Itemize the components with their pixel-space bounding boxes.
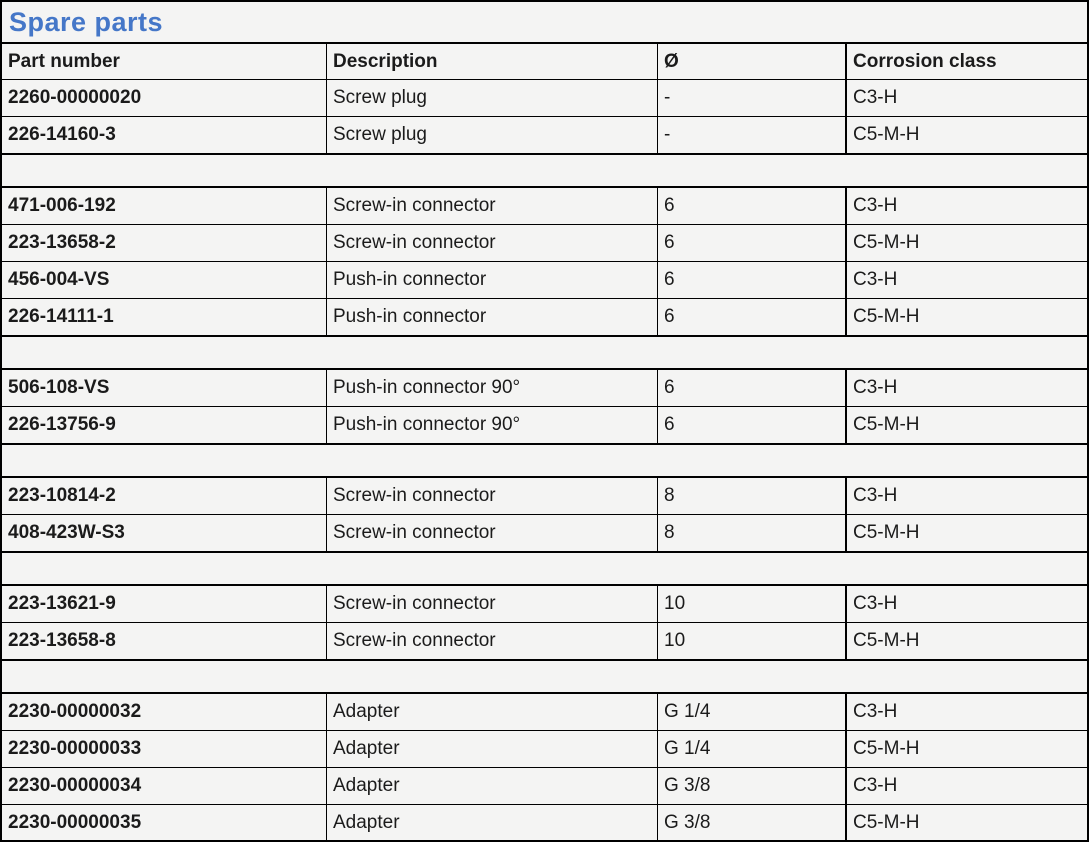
description-cell: Screw-in connector: [326, 623, 657, 659]
part-number-cell: 2230-00000034: [8, 775, 142, 796]
column-header-description: Description: [326, 44, 657, 79]
corrosion-class-cell: C3-H: [845, 586, 1087, 622]
table-row: 408-423W-S3 Screw-in connector 8 C5-M-H: [2, 514, 1087, 551]
part-number-cell: 223-13658-2: [8, 232, 116, 253]
part-number-cell: 226-13756-9: [8, 414, 116, 435]
page-title: Spare parts: [2, 2, 1087, 44]
table-row: 223-13658-8 Screw-in connector 10 C5-M-H: [2, 622, 1087, 659]
corrosion-class-cell: C3-H: [845, 188, 1087, 224]
part-number-cell: 223-10814-2: [8, 485, 116, 506]
section-spacer: [2, 553, 1087, 584]
corrosion-class-cell: C5-M-H: [845, 225, 1087, 261]
corrosion-class-cell: C3-H: [845, 262, 1087, 298]
part-number-cell: 223-13658-8: [8, 630, 116, 651]
corrosion-class-cell: C3-H: [845, 80, 1087, 116]
corrosion-class-cell: C5-M-H: [845, 407, 1087, 443]
table-body: 2260-00000020 Screw plug - C3-H 226-1416…: [2, 80, 1087, 840]
corrosion-class-cell: C3-H: [845, 478, 1087, 514]
table-section: 506-108-VS Push-in connector 90° 6 C3-H …: [2, 368, 1087, 445]
part-number-cell: 2230-00000033: [8, 738, 142, 759]
corrosion-class-cell: C3-H: [845, 694, 1087, 730]
description-cell: Push-in connector: [326, 299, 657, 335]
table-row: 2230-00000034 Adapter G 3/8 C3-H: [2, 767, 1087, 804]
corrosion-class-cell: C5-M-H: [845, 299, 1087, 335]
diameter-cell: 6: [657, 299, 845, 335]
part-number-cell: 226-14160-3: [8, 124, 116, 145]
diameter-cell: 6: [657, 262, 845, 298]
table-section: 2260-00000020 Screw plug - C3-H 226-1416…: [2, 80, 1087, 155]
table-row: 226-14111-1 Push-in connector 6 C5-M-H: [2, 298, 1087, 335]
description-cell: Push-in connector 90°: [326, 370, 657, 406]
diameter-cell: -: [657, 117, 845, 153]
diameter-cell: G 3/8: [657, 805, 845, 840]
table-row: 456-004-VS Push-in connector 6 C3-H: [2, 261, 1087, 298]
diameter-cell: G 1/4: [657, 731, 845, 767]
corrosion-class-cell: C5-M-H: [845, 731, 1087, 767]
corrosion-class-cell: C5-M-H: [845, 623, 1087, 659]
corrosion-class-cell: C5-M-H: [845, 805, 1087, 840]
corrosion-class-cell: C3-H: [845, 768, 1087, 804]
section-spacer: [2, 155, 1087, 186]
description-cell: Screw-in connector: [326, 188, 657, 224]
table-row: 506-108-VS Push-in connector 90° 6 C3-H: [2, 370, 1087, 406]
description-cell: Adapter: [326, 731, 657, 767]
description-cell: Adapter: [326, 768, 657, 804]
description-cell: Screw-in connector: [326, 225, 657, 261]
part-number-cell: 408-423W-S3: [8, 522, 125, 543]
table-row: 471-006-192 Screw-in connector 6 C3-H: [2, 188, 1087, 224]
section-spacer: [2, 337, 1087, 368]
corrosion-class-cell: C5-M-H: [845, 117, 1087, 153]
description-cell: Adapter: [326, 694, 657, 730]
table-row: 2260-00000020 Screw plug - C3-H: [2, 80, 1087, 116]
table-row: 2230-00000035 Adapter G 3/8 C5-M-H: [2, 804, 1087, 840]
column-header-corrosion-class: Corrosion class: [845, 44, 1087, 79]
corrosion-class-cell: C5-M-H: [845, 515, 1087, 551]
description-cell: Adapter: [326, 805, 657, 840]
description-cell: Screw-in connector: [326, 478, 657, 514]
table-section: 223-13621-9 Screw-in connector 10 C3-H 2…: [2, 584, 1087, 661]
part-number-cell: 456-004-VS: [8, 269, 110, 290]
table-row: 2230-00000032 Adapter G 1/4 C3-H: [2, 694, 1087, 730]
diameter-cell: 6: [657, 188, 845, 224]
diameter-cell: 6: [657, 225, 845, 261]
table-row: 226-14160-3 Screw plug - C5-M-H: [2, 116, 1087, 153]
description-cell: Screw plug: [326, 80, 657, 116]
corrosion-class-cell: C3-H: [845, 370, 1087, 406]
table-section: 471-006-192 Screw-in connector 6 C3-H 22…: [2, 186, 1087, 337]
section-spacer: [2, 661, 1087, 692]
diameter-cell: 6: [657, 407, 845, 443]
description-cell: Push-in connector 90°: [326, 407, 657, 443]
section-spacer: [2, 445, 1087, 476]
diameter-cell: 10: [657, 623, 845, 659]
table-section: 2230-00000032 Adapter G 1/4 C3-H 2230-00…: [2, 692, 1087, 840]
part-number-cell: 471-006-192: [8, 195, 116, 216]
part-number-cell: 2230-00000035: [8, 812, 142, 833]
part-number-cell: 2230-00000032: [8, 701, 142, 722]
description-cell: Push-in connector: [326, 262, 657, 298]
description-cell: Screw plug: [326, 117, 657, 153]
column-header-diameter: Ø: [657, 44, 845, 79]
diameter-cell: 10: [657, 586, 845, 622]
table-row: 226-13756-9 Push-in connector 90° 6 C5-M…: [2, 406, 1087, 443]
diameter-cell: -: [657, 80, 845, 116]
column-header-part-number: Part number: [8, 50, 120, 72]
table-row: 2230-00000033 Adapter G 1/4 C5-M-H: [2, 730, 1087, 767]
description-cell: Screw-in connector: [326, 515, 657, 551]
diameter-cell: 8: [657, 478, 845, 514]
table-row: 223-13658-2 Screw-in connector 6 C5-M-H: [2, 224, 1087, 261]
diameter-cell: G 3/8: [657, 768, 845, 804]
description-cell: Screw-in connector: [326, 586, 657, 622]
table-header-row: Part number Description Ø Corrosion clas…: [2, 44, 1087, 80]
part-number-cell: 506-108-VS: [8, 377, 110, 398]
diameter-cell: G 1/4: [657, 694, 845, 730]
part-number-cell: 226-14111-1: [8, 306, 114, 327]
table-section: 223-10814-2 Screw-in connector 8 C3-H 40…: [2, 476, 1087, 553]
table-row: 223-13621-9 Screw-in connector 10 C3-H: [2, 586, 1087, 622]
diameter-cell: 6: [657, 370, 845, 406]
part-number-cell: 223-13621-9: [8, 593, 116, 614]
diameter-cell: 8: [657, 515, 845, 551]
part-number-cell: 2260-00000020: [8, 87, 142, 108]
table-row: 223-10814-2 Screw-in connector 8 C3-H: [2, 478, 1087, 514]
